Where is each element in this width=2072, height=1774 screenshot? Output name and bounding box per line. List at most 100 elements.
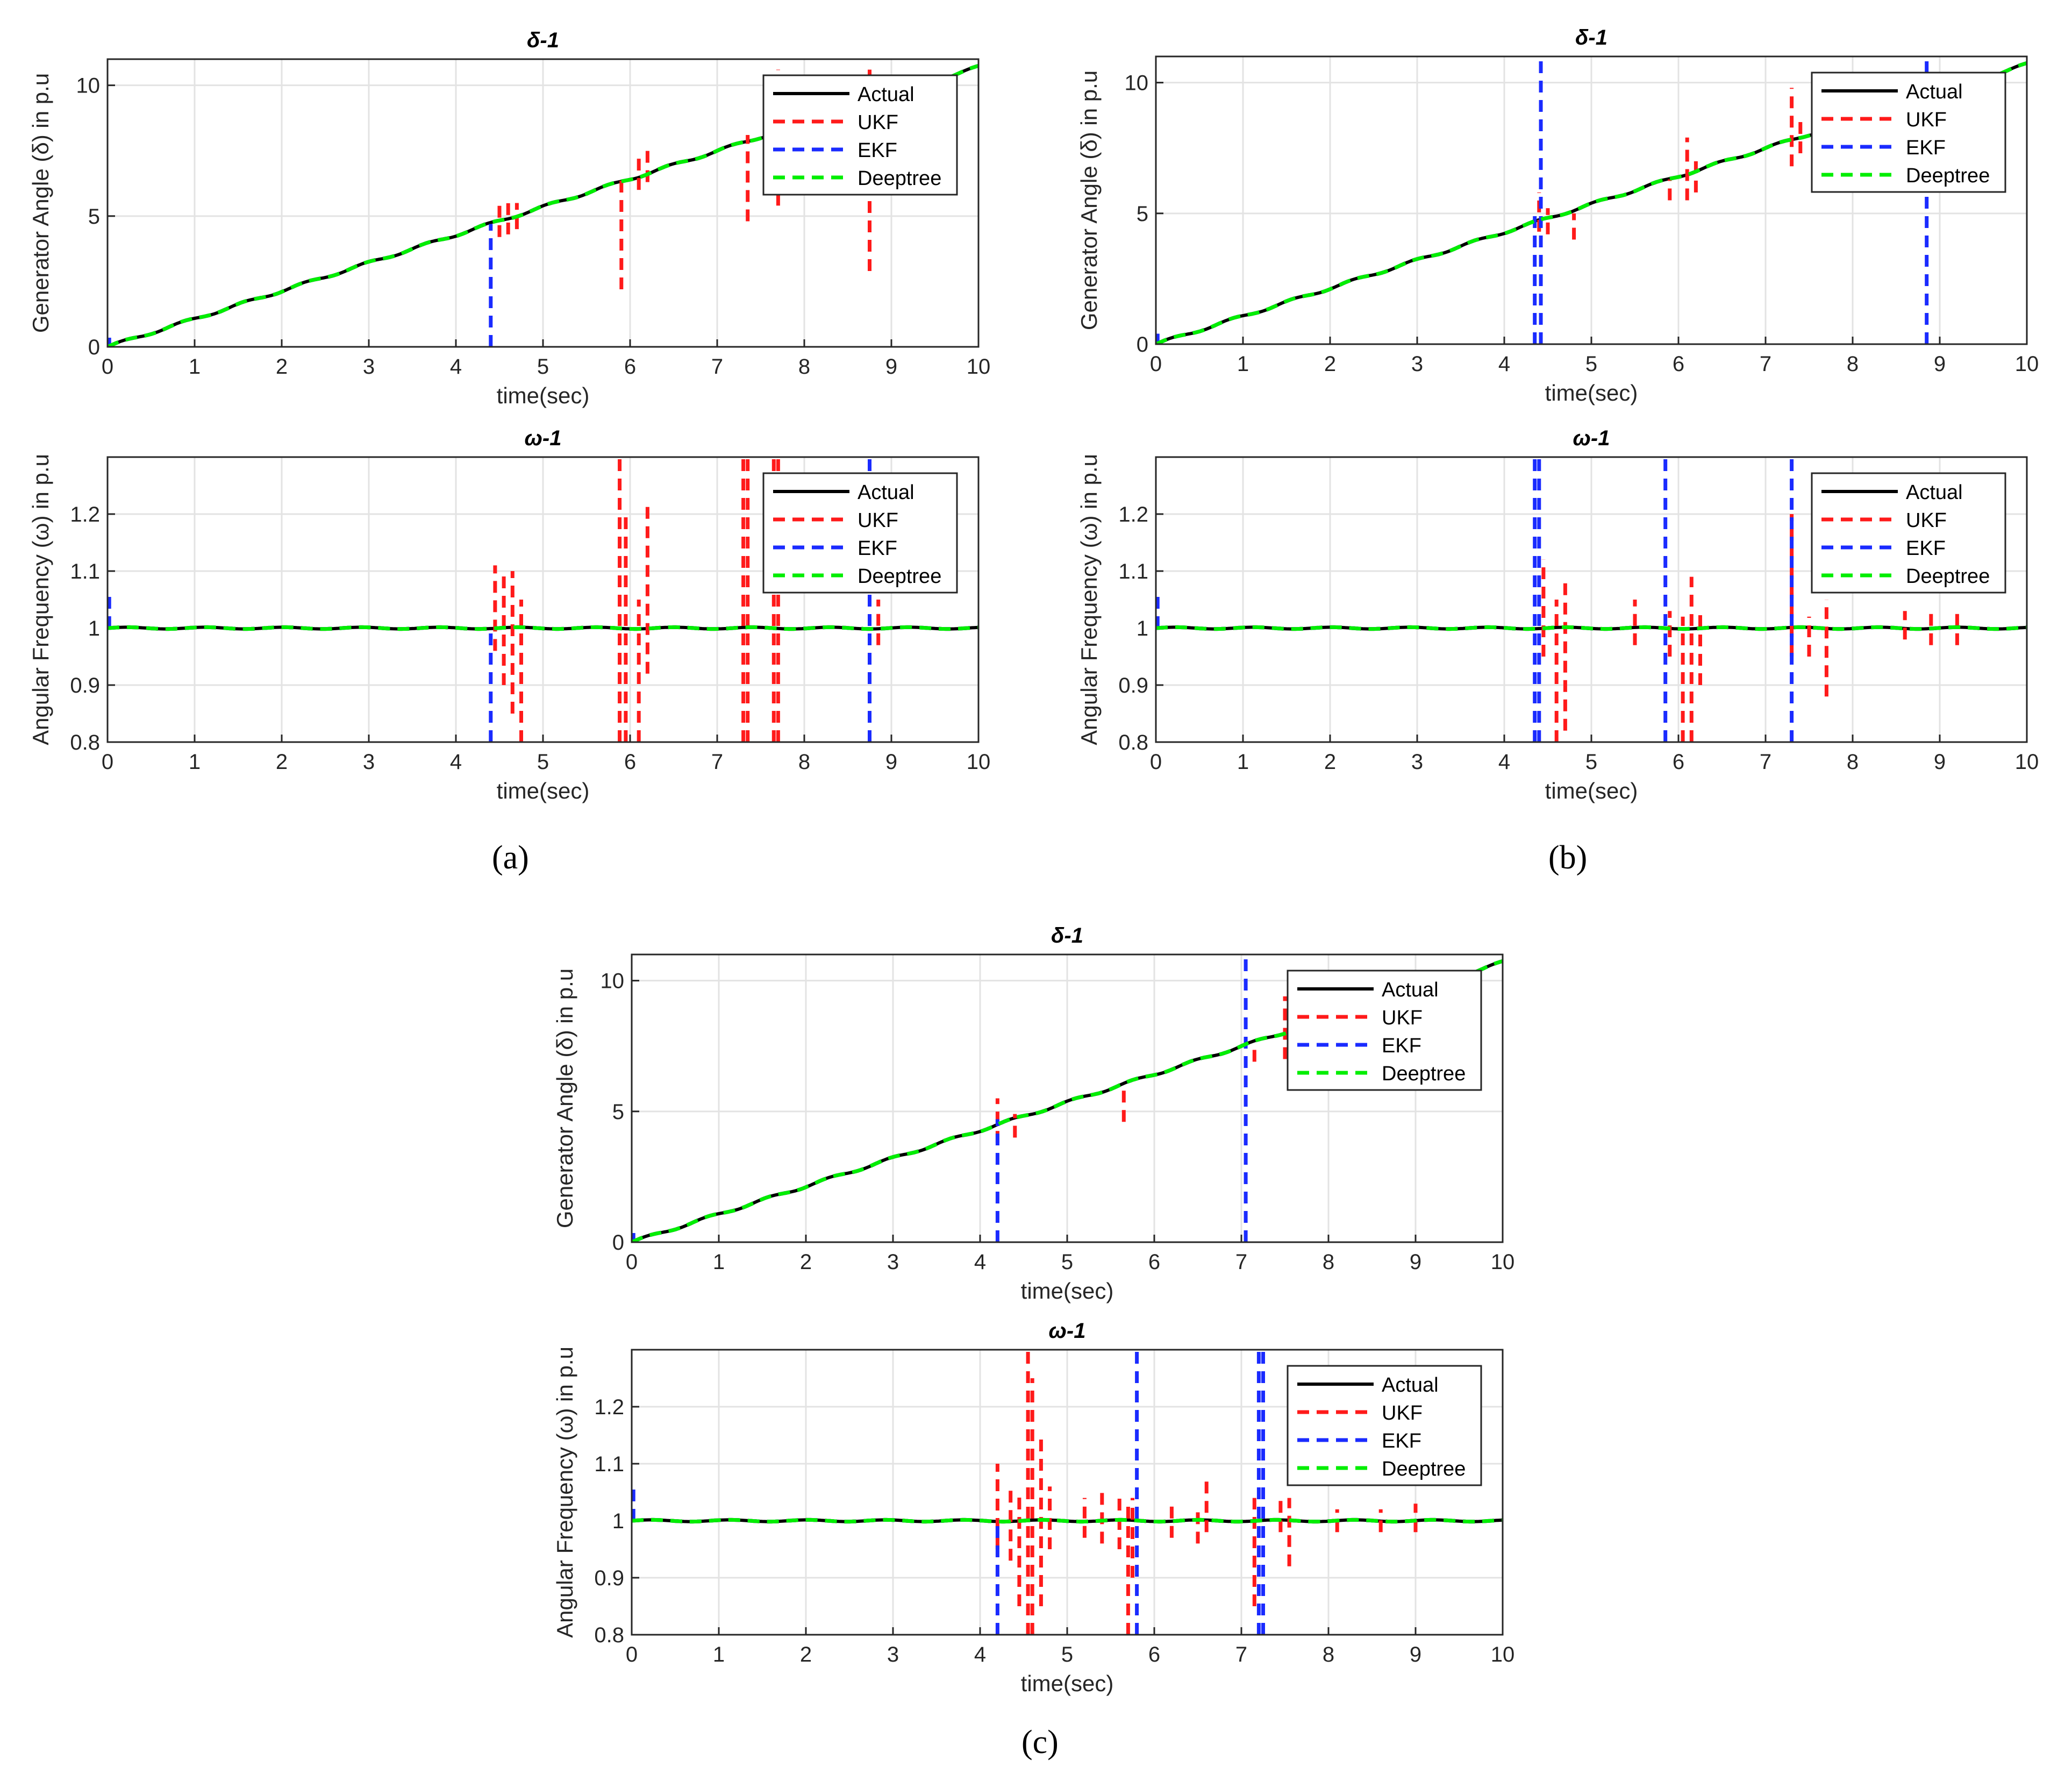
y-tick-label: 5 — [88, 205, 100, 229]
chart-c-delta: 0 1 2 3 4 5 6 7 8 9 10 0 5 10 δ-1 time(sec) Generator An… — [552, 924, 1514, 1303]
x-axis-label: time(sec) — [1021, 1278, 1114, 1303]
x-tick-label: 3 — [363, 355, 375, 379]
plot-area — [108, 457, 978, 742]
axes-box — [1155, 55, 2028, 345]
x-tick-label: 0 — [102, 750, 113, 774]
x-tick-label: 5 — [1585, 750, 1597, 774]
legend: Actual UKF EKF Deeptree — [1811, 472, 2006, 594]
series-line-deeptree — [1156, 625, 2027, 631]
y-tick-label: 0 — [1137, 333, 1148, 357]
legend-label-ekf: EKF — [1382, 1430, 1421, 1452]
x-tick-label: 2 — [800, 1250, 812, 1274]
x-tick-label: 9 — [1410, 1643, 1421, 1666]
x-tick-label: 4 — [450, 750, 462, 774]
x-tick-label: 0 — [1150, 750, 1162, 774]
x-axis-label: time(sec) — [1545, 778, 1638, 803]
x-tick-label: 8 — [798, 750, 810, 774]
caption-c: (c) — [1021, 1724, 1059, 1761]
legend-label-ukf: UKF — [858, 111, 898, 134]
axes-box — [631, 953, 1504, 1243]
x-tick-label: 6 — [1148, 1643, 1160, 1666]
x-tick-label: 5 — [1061, 1643, 1073, 1666]
x-tick-label: 10 — [967, 750, 991, 774]
x-tick-label: 8 — [1847, 352, 1859, 376]
x-axis-label: time(sec) — [497, 778, 590, 803]
x-tick-label: 1 — [713, 1250, 725, 1274]
y-axis-label: Generator Angle (δ) in p.u — [28, 73, 53, 333]
x-tick-label: 3 — [363, 750, 375, 774]
x-tick-label: 0 — [626, 1250, 638, 1274]
x-tick-label: 1 — [713, 1643, 725, 1666]
x-tick-label: 10 — [2015, 352, 2039, 376]
x-tick-label: 1 — [1237, 750, 1249, 774]
x-tick-label: 2 — [276, 355, 288, 379]
x-tick-label: 1 — [189, 750, 201, 774]
x-tick-label: 7 — [1760, 352, 1771, 376]
x-tick-label: 8 — [798, 355, 810, 379]
y-tick-label: 1 — [88, 617, 100, 640]
caption-a: (a) — [492, 839, 529, 876]
y-tick-label: 1.1 — [70, 560, 100, 583]
x-axis-label: time(sec) — [497, 383, 590, 408]
legend-label-ukf: UKF — [858, 509, 898, 532]
y-tick-label: 5 — [1137, 202, 1148, 226]
legend-label-actual: Actual — [1382, 1374, 1439, 1397]
x-tick-label: 1 — [1237, 352, 1249, 376]
legend-label-ekf: EKF — [1906, 137, 1946, 159]
legend: Actual UKF EKF Deeptree — [762, 472, 958, 594]
y-tick-label: 0.8 — [594, 1623, 624, 1647]
x-tick-label: 6 — [1148, 1250, 1160, 1274]
legend-label-ekf: EKF — [1382, 1035, 1421, 1057]
y-tick-label: 1 — [612, 1509, 624, 1533]
y-axis-label: Generator Angle (δ) in p.u — [1076, 70, 1102, 330]
y-tick-label: 1.2 — [70, 503, 100, 526]
chart-title: ω-1 — [525, 426, 562, 450]
legend-label-actual: Actual — [858, 83, 914, 106]
y-axis-label: Generator Angle (δ) in p.u — [552, 968, 577, 1228]
legend-label-ukf: UKF — [1906, 109, 1947, 131]
y-tick-label: 0.9 — [1118, 674, 1148, 697]
y-tick-label: 1.2 — [594, 1395, 624, 1419]
y-tick-label: 0.9 — [594, 1566, 624, 1590]
plot-area — [1156, 457, 2027, 742]
x-tick-label: 0 — [626, 1643, 638, 1666]
x-tick-label: 0 — [102, 355, 113, 379]
x-tick-label: 4 — [450, 355, 462, 379]
legend-label-deeptree: Deeptree — [858, 565, 941, 588]
y-tick-label: 5 — [612, 1100, 624, 1124]
legend-label-actual: Actual — [1382, 979, 1439, 1001]
x-tick-label: 7 — [1235, 1643, 1247, 1666]
legend: Actual UKF EKF Deeptree — [1287, 970, 1482, 1091]
x-tick-label: 7 — [711, 750, 723, 774]
x-tick-label: 10 — [967, 355, 991, 379]
x-tick-label: 3 — [887, 1643, 899, 1666]
y-tick-label: 1 — [1137, 617, 1148, 640]
x-tick-label: 2 — [276, 750, 288, 774]
series-line-deeptree — [108, 625, 978, 631]
x-axis-label: time(sec) — [1021, 1671, 1114, 1696]
legend-label-deeptree: Deeptree — [1906, 565, 1990, 588]
y-axis-label: Angular Frequency (ω) in p.u — [552, 1346, 577, 1638]
y-tick-label: 0.9 — [70, 674, 100, 697]
x-tick-label: 10 — [1491, 1250, 1515, 1274]
x-axis-label: time(sec) — [1545, 380, 1638, 405]
legend-label-deeptree: Deeptree — [1382, 1063, 1466, 1085]
y-tick-label: 0 — [88, 336, 100, 359]
x-tick-label: 5 — [537, 355, 549, 379]
y-tick-label: 0 — [612, 1231, 624, 1255]
legend-label-ukf: UKF — [1906, 509, 1947, 532]
x-tick-label: 9 — [1934, 352, 1946, 376]
y-tick-label: 1.2 — [1118, 503, 1148, 526]
x-tick-label: 6 — [624, 750, 636, 774]
x-tick-label: 7 — [1760, 750, 1771, 774]
legend: Actual UKF EKF Deeptree — [1811, 72, 2006, 193]
chart-b-delta: 0 1 2 3 4 5 6 7 8 9 10 0 5 10 δ-1 time(sec) Generator An… — [1076, 26, 2039, 405]
x-tick-label: 2 — [1324, 750, 1336, 774]
x-tick-label: 5 — [1061, 1250, 1073, 1274]
y-axis-label: Angular Frequency (ω) in p.u — [28, 454, 53, 745]
chart-a-omega: 0 1 2 3 4 5 6 7 8 9 10 0.8 0.9 1 1.1 1.2 ω-1 time(sec) Ang… — [28, 426, 990, 803]
legend-label-actual: Actual — [1906, 481, 1963, 504]
chart-title: ω-1 — [1049, 1319, 1086, 1343]
axes-box — [106, 456, 980, 743]
